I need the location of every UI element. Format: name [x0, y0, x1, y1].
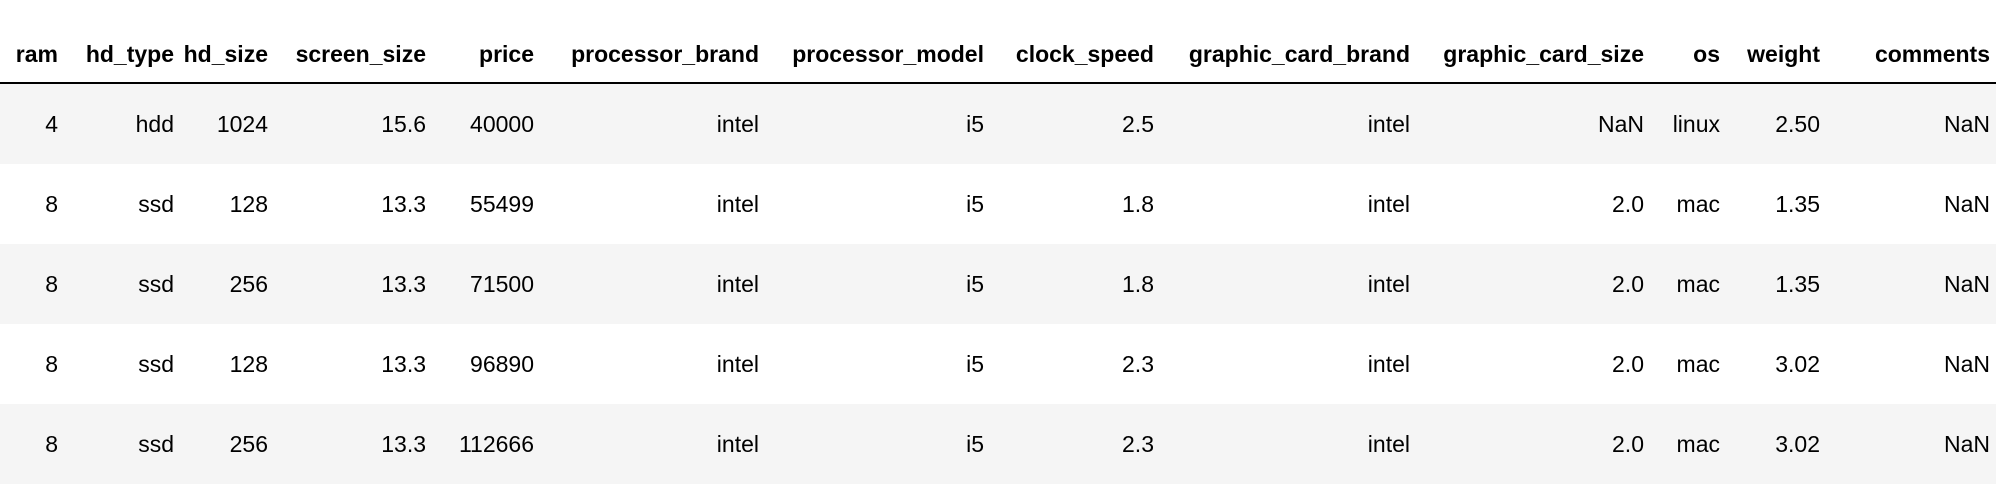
column-header-processor-model[interactable]: processor_model: [765, 27, 990, 84]
table-cell: intel: [716, 270, 759, 297]
table-cell: intel: [1367, 110, 1410, 137]
table-cell: 40000: [470, 110, 534, 137]
column-header-hd-type[interactable]: hd_type: [64, 27, 180, 84]
column-header-os[interactable]: os: [1650, 27, 1726, 84]
table-cell: i5: [966, 190, 984, 217]
table-cell: hdd: [135, 110, 174, 137]
table-cell: 3.02: [1775, 350, 1820, 377]
table-row: 8 ssd 256 13.3 112666 intel i5 2.3 intel…: [0, 404, 1996, 484]
table-cell: ssd: [138, 350, 174, 377]
table-cell: ssd: [138, 190, 174, 217]
table-cell: linux: [1672, 110, 1720, 137]
table-row: 8 ssd 128 13.3 55499 intel i5 1.8 intel …: [0, 164, 1996, 244]
table-cell: 112666: [458, 430, 534, 457]
table-cell: 1.8: [1122, 270, 1154, 297]
table-cell: 256: [229, 430, 268, 457]
table-cell: intel: [1367, 270, 1410, 297]
table-cell: mac: [1676, 350, 1720, 377]
column-header-price[interactable]: price: [432, 27, 540, 84]
dataframe-table: ram hd_type hd_size screen_size price pr…: [0, 27, 1996, 484]
column-header-weight[interactable]: weight: [1726, 27, 1826, 84]
column-header-ram[interactable]: ram: [0, 27, 64, 84]
table-cell: 8: [45, 270, 58, 297]
table-cell: 13.3: [381, 190, 426, 217]
table-cell: i5: [966, 110, 984, 137]
table-row: 4 hdd 1024 15.6 40000 intel i5 2.5 intel…: [0, 83, 1996, 164]
table-cell: NaN: [1943, 270, 1990, 297]
table-cell: 8: [45, 350, 58, 377]
table-header: ram hd_type hd_size screen_size price pr…: [0, 27, 1996, 84]
table-cell: 2.0: [1612, 350, 1644, 377]
table-cell: 128: [229, 190, 268, 217]
table-cell: 128: [229, 350, 268, 377]
table-cell: 13.3: [381, 270, 426, 297]
table-cell: intel: [716, 190, 759, 217]
table-cell: 2.0: [1612, 190, 1644, 217]
table-cell: 13.3: [381, 350, 426, 377]
column-header-graphic-card-size[interactable]: graphic_card_size: [1416, 27, 1650, 84]
table-cell: ssd: [138, 430, 174, 457]
table-cell: NaN: [1597, 110, 1644, 137]
table-cell: 3.02: [1775, 430, 1820, 457]
table-cell: 2.5: [1122, 110, 1154, 137]
table-cell: 55499: [470, 190, 534, 217]
column-header-clock-speed[interactable]: clock_speed: [990, 27, 1160, 84]
table-cell: intel: [716, 110, 759, 137]
column-header-hd-size[interactable]: hd_size: [180, 27, 274, 84]
header-row: ram hd_type hd_size screen_size price pr…: [0, 27, 1996, 84]
table-cell: mac: [1676, 430, 1720, 457]
table-cell: mac: [1676, 190, 1720, 217]
table-cell: 1024: [216, 110, 268, 137]
table-cell: mac: [1676, 270, 1720, 297]
table-cell: 256: [229, 270, 268, 297]
table-cell: 2.0: [1612, 270, 1644, 297]
column-header-graphic-card-brand[interactable]: graphic_card_brand: [1160, 27, 1416, 84]
table-cell: 71500: [470, 270, 534, 297]
table-cell: 1.8: [1122, 190, 1154, 217]
table-body: 4 hdd 1024 15.6 40000 intel i5 2.5 intel…: [0, 83, 1996, 484]
table-cell: i5: [966, 270, 984, 297]
table-cell: intel: [1367, 350, 1410, 377]
table-row: 8 ssd 128 13.3 96890 intel i5 2.3 intel …: [0, 324, 1996, 404]
column-header-screen-size[interactable]: screen_size: [274, 27, 432, 84]
table-cell: intel: [1367, 430, 1410, 457]
table-cell: NaN: [1943, 350, 1990, 377]
table-cell: NaN: [1943, 110, 1990, 137]
table-cell: i5: [966, 430, 984, 457]
table-cell: 2.0: [1612, 430, 1644, 457]
table-cell: 2.50: [1775, 110, 1820, 137]
table-cell: 1.35: [1775, 270, 1820, 297]
table-cell: intel: [716, 430, 759, 457]
table-cell: 13.3: [381, 430, 426, 457]
column-header-processor-brand[interactable]: processor_brand: [540, 27, 765, 84]
table-cell: NaN: [1943, 190, 1990, 217]
column-header-comments[interactable]: comments: [1826, 27, 1996, 84]
table-cell: 2.3: [1122, 430, 1154, 457]
table-cell: NaN: [1943, 430, 1990, 457]
table-cell: i5: [966, 350, 984, 377]
table-cell: 96890: [470, 350, 534, 377]
table-cell: ssd: [138, 270, 174, 297]
table-cell: intel: [716, 350, 759, 377]
table-cell: 1.35: [1775, 190, 1820, 217]
table-cell: 4: [45, 110, 58, 137]
table-cell: 8: [45, 190, 58, 217]
table-row: 8 ssd 256 13.3 71500 intel i5 1.8 intel …: [0, 244, 1996, 324]
table-cell: intel: [1367, 190, 1410, 217]
table-cell: 15.6: [381, 110, 426, 137]
table-cell: 2.3: [1122, 350, 1154, 377]
table-cell: 8: [45, 430, 58, 457]
